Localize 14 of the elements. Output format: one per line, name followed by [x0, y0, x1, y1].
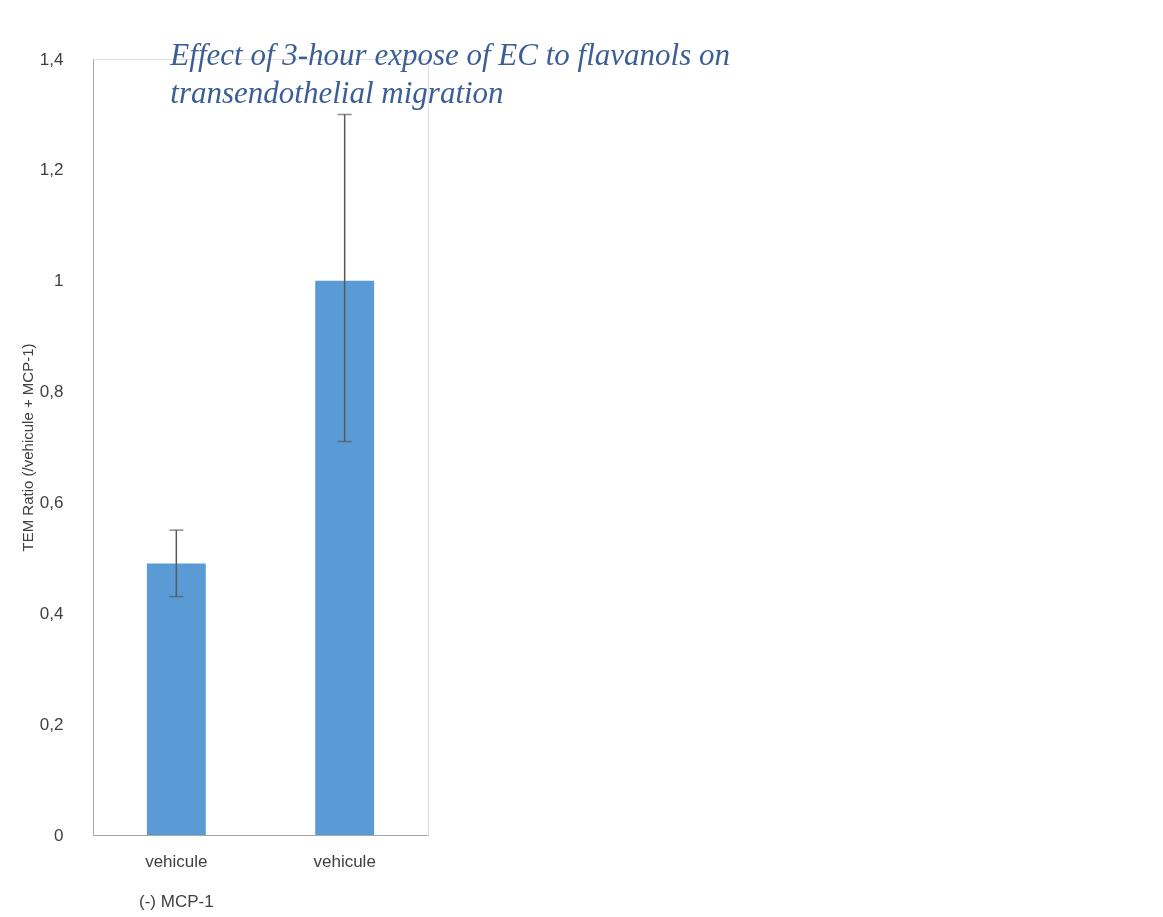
y-tick-label: 0	[54, 825, 64, 845]
y-tick-label: 1	[54, 271, 64, 291]
y-axis-title: TEM Ratio (/vehicule + MCP-1)	[18, 343, 36, 552]
y-tick-label: 0,8	[39, 382, 64, 402]
y-tick-label: 0,2	[39, 714, 64, 734]
text: (-) MCP-1	[139, 891, 214, 911]
y-tick-label: 1,4	[39, 49, 64, 69]
x-tick-label: vehicule	[313, 851, 376, 871]
y-tick-label: 1,2	[39, 160, 64, 180]
y-tick-label: 0,4	[39, 603, 64, 623]
text: transendothelial migration	[170, 75, 504, 110]
y-tick-label: 0,6	[39, 492, 64, 512]
x-tick-label: vehicule	[145, 851, 208, 871]
text: Effect of 3-hour expose of EC to flavanols on	[170, 37, 731, 72]
